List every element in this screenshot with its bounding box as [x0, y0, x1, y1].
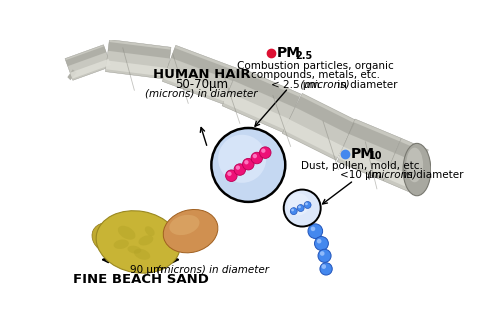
Polygon shape	[233, 70, 300, 108]
Ellipse shape	[163, 209, 218, 253]
Circle shape	[242, 158, 254, 170]
Text: (microns) in diameter: (microns) in diameter	[145, 88, 258, 98]
Text: 10: 10	[369, 151, 383, 161]
Ellipse shape	[114, 240, 129, 249]
Polygon shape	[282, 93, 356, 160]
Polygon shape	[284, 119, 343, 157]
Circle shape	[297, 205, 304, 211]
Polygon shape	[70, 59, 111, 79]
Circle shape	[226, 170, 237, 182]
Circle shape	[244, 160, 249, 164]
Text: <10 μm: <10 μm	[340, 170, 382, 180]
Circle shape	[298, 205, 301, 208]
Circle shape	[320, 263, 332, 275]
Polygon shape	[66, 46, 106, 66]
Circle shape	[305, 202, 308, 205]
Polygon shape	[395, 141, 427, 165]
Ellipse shape	[92, 222, 131, 255]
Circle shape	[318, 249, 331, 262]
Polygon shape	[108, 42, 171, 59]
Polygon shape	[337, 119, 401, 181]
Text: compounds, metals, etc.: compounds, metals, etc.	[251, 70, 380, 80]
Circle shape	[287, 193, 310, 215]
Ellipse shape	[139, 235, 153, 246]
Polygon shape	[384, 166, 417, 189]
Text: 2.5: 2.5	[295, 51, 312, 61]
Circle shape	[311, 226, 315, 231]
Text: Combustion particles, organic: Combustion particles, organic	[237, 61, 394, 71]
Polygon shape	[383, 138, 428, 192]
Circle shape	[320, 251, 324, 256]
Polygon shape	[106, 60, 168, 77]
Circle shape	[261, 148, 265, 153]
Ellipse shape	[128, 246, 141, 254]
Circle shape	[218, 135, 266, 183]
Ellipse shape	[169, 215, 200, 235]
Circle shape	[236, 165, 240, 170]
Text: Dust, pollen, mold, etc.: Dust, pollen, mold, etc.	[300, 161, 422, 171]
Text: (microns): (microns)	[297, 80, 349, 90]
Text: FINE BEACH SAND: FINE BEACH SAND	[72, 273, 208, 286]
Ellipse shape	[403, 143, 431, 196]
Polygon shape	[106, 40, 171, 79]
Circle shape	[228, 172, 232, 176]
Circle shape	[317, 239, 322, 244]
Ellipse shape	[145, 226, 155, 236]
Circle shape	[260, 147, 271, 158]
Circle shape	[234, 164, 246, 175]
Text: in diameter: in diameter	[334, 80, 397, 90]
Text: PM: PM	[277, 46, 301, 60]
Ellipse shape	[134, 249, 150, 260]
Circle shape	[304, 202, 311, 208]
Circle shape	[291, 209, 294, 211]
Circle shape	[211, 128, 285, 202]
Polygon shape	[338, 147, 390, 178]
Polygon shape	[222, 67, 300, 133]
Polygon shape	[67, 69, 77, 80]
Ellipse shape	[96, 211, 180, 273]
Text: (microns) in diameter: (microns) in diameter	[150, 265, 269, 275]
Polygon shape	[162, 45, 237, 105]
Ellipse shape	[118, 226, 135, 240]
Polygon shape	[349, 122, 400, 153]
Polygon shape	[163, 69, 228, 102]
Text: 90 μm: 90 μm	[131, 265, 164, 275]
Text: < 2.5 μm: < 2.5 μm	[271, 80, 320, 90]
Circle shape	[284, 190, 321, 226]
Circle shape	[314, 237, 328, 250]
Circle shape	[252, 154, 257, 158]
Circle shape	[308, 224, 323, 239]
Text: in diameter: in diameter	[400, 170, 464, 180]
Circle shape	[322, 264, 326, 269]
Text: HUMAN HAIR: HUMAN HAIR	[153, 68, 250, 81]
Polygon shape	[295, 96, 355, 134]
Text: (microns): (microns)	[364, 170, 417, 180]
Ellipse shape	[406, 148, 423, 182]
Circle shape	[290, 208, 297, 215]
Polygon shape	[171, 48, 236, 81]
Text: PM: PM	[351, 147, 375, 161]
Polygon shape	[65, 45, 111, 80]
Polygon shape	[223, 92, 289, 130]
Text: 50-70μm: 50-70μm	[175, 78, 228, 90]
Circle shape	[251, 152, 263, 164]
